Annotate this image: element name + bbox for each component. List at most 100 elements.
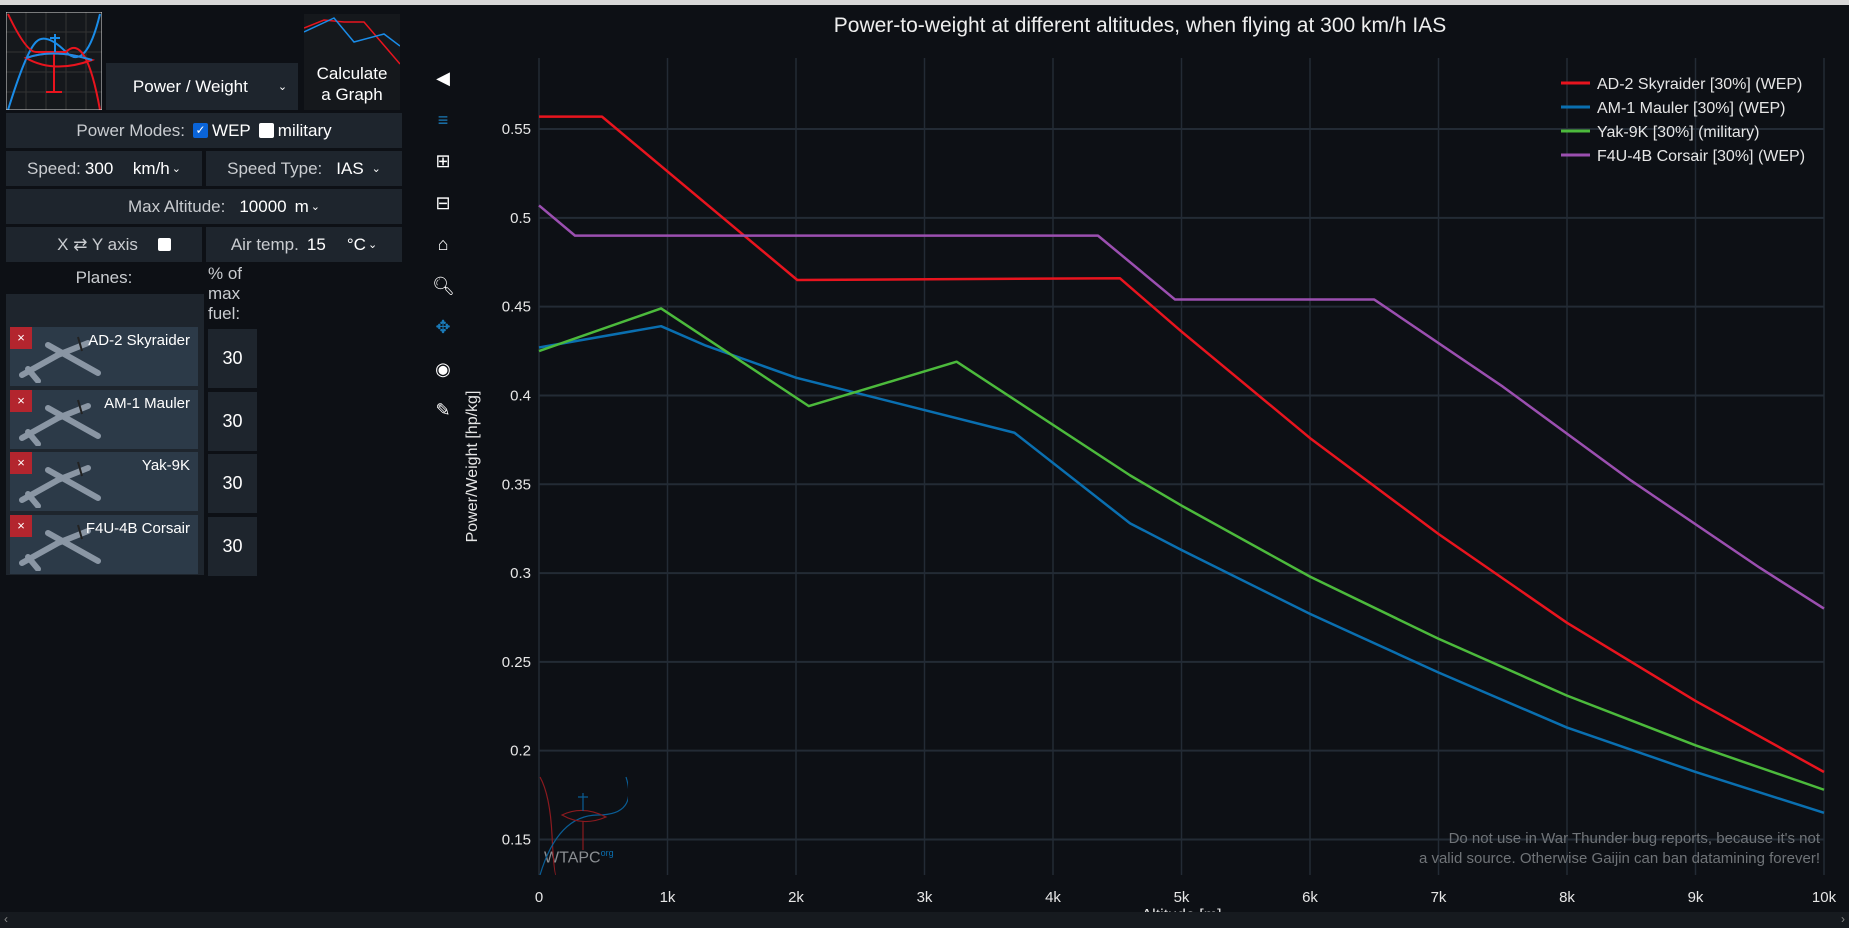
- scroll-left-icon[interactable]: ‹: [4, 912, 8, 926]
- pan-icon[interactable]: ✥: [435, 317, 451, 337]
- x-tick-label: 4k: [1045, 889, 1061, 906]
- zoom-in-icon[interactable]: ⊞: [435, 151, 451, 171]
- y-tick-label: 0.4: [510, 387, 531, 404]
- series-line: [538, 307, 1825, 791]
- series-line: [539, 115, 1825, 774]
- x-tick-label: 8k: [1559, 889, 1575, 906]
- power-modes-row: Power Modes: ✓ WEP military: [6, 113, 402, 148]
- max-altitude-input[interactable]: 10000: [239, 196, 287, 216]
- fuel-input[interactable]: 30: [208, 391, 257, 451]
- swap-axis-row: X ⇄ Y axis: [6, 227, 202, 262]
- plane-image-icon: [19, 336, 101, 383]
- scroll-right-icon[interactable]: ›: [1841, 912, 1845, 926]
- wtapc-watermark-logo: [539, 776, 628, 875]
- air-temp-label: Air temp.: [230, 234, 299, 254]
- temp-unit-select[interactable]: °C: [346, 234, 366, 254]
- x-tick-label: 9k: [1688, 889, 1704, 906]
- air-temp-input[interactable]: 15: [306, 234, 326, 254]
- plane-image-icon: [19, 399, 101, 446]
- speed-type-label: Speed Type:: [227, 158, 323, 178]
- x-tick-label: 1k: [660, 889, 676, 906]
- swap-axis-label: X ⇄ Y axis: [57, 234, 138, 254]
- fuel-input[interactable]: 30: [208, 454, 257, 513]
- chevron-down-icon: ⌄: [171, 163, 181, 175]
- max-altitude-row: Max Altitude: 10000 m ⌄: [6, 189, 402, 224]
- pencil-icon[interactable]: ✎: [435, 400, 451, 420]
- military-label: military: [277, 120, 332, 140]
- speed-type-select[interactable]: IAS: [336, 158, 364, 178]
- graph-thumbnail-icon: [304, 17, 400, 65]
- y-tick-label: 0.15: [502, 831, 531, 848]
- camera-icon[interactable]: ◉: [435, 358, 451, 379]
- x-tick-label: 6k: [1302, 889, 1318, 906]
- watermark-line-2: a valid source. Otherwise Gaijin can ban…: [1418, 850, 1820, 867]
- y-tick-label: 0.2: [510, 743, 531, 760]
- swap-axis-checkbox[interactable]: [157, 238, 171, 251]
- x-tick-label: 7k: [1431, 889, 1447, 906]
- x-tick-label: 3k: [917, 889, 933, 906]
- planes-label: Planes:: [75, 268, 133, 287]
- y-axis-title: Power/Weight [hp/kg]: [464, 391, 481, 543]
- calculate-graph-button[interactable]: Calculate a Graph: [304, 14, 400, 110]
- power-modes-label: Power Modes:: [76, 120, 186, 140]
- fuel-label: % of max fuel:: [208, 264, 243, 323]
- y-tick-label: 0.55: [502, 121, 531, 138]
- layers-icon[interactable]: ≡: [437, 109, 449, 130]
- y-tick-label: 0.25: [502, 654, 531, 671]
- legend-item: F4U-4B Corsair [30%] (WEP): [1597, 148, 1805, 165]
- military-checkbox[interactable]: [258, 123, 274, 138]
- speed-input[interactable]: 300: [84, 158, 114, 178]
- chevron-down-icon: ⌄: [367, 239, 378, 251]
- chevron-down-icon: ⌄: [371, 163, 381, 175]
- wtapc-logo-text: WTAPCorg: [544, 848, 614, 867]
- graph-type-select[interactable]: Power / Weight ⌄: [106, 63, 298, 110]
- app-logo[interactable]: [6, 12, 102, 110]
- speed-unit-select[interactable]: km/h: [132, 158, 170, 178]
- zoom-out-icon[interactable]: ⊟: [435, 192, 451, 213]
- chevron-down-icon: ⌄: [277, 81, 288, 93]
- air-temp-row: Air temp. 15 °C ⌄: [206, 227, 402, 262]
- series-line: [538, 324, 1825, 815]
- speed-label: Speed:: [27, 158, 81, 178]
- home-icon[interactable]: ⌂: [437, 234, 449, 254]
- wep-checkbox[interactable]: ✓: [193, 123, 209, 138]
- horizontal-scrollbar[interactable]: ‹ ›: [0, 912, 1849, 928]
- y-tick-label: 0.35: [502, 476, 531, 493]
- remove-plane-button[interactable]: ×: [10, 389, 32, 412]
- calculate-label: Calculate a Graph: [316, 64, 388, 104]
- plane-image-icon: [19, 524, 101, 571]
- wep-label: WEP: [212, 120, 251, 140]
- plane-item[interactable]: × Yak-9K: [10, 452, 198, 511]
- max-altitude-label: Max Altitude:: [128, 196, 226, 216]
- remove-plane-button[interactable]: ×: [10, 514, 32, 537]
- fuel-input[interactable]: 30: [208, 329, 257, 388]
- legend-item: AM-1 Mauler [30%] (WEP): [1597, 100, 1785, 117]
- plane-name: F4U-4B Corsair: [85, 519, 190, 537]
- plane-item[interactable]: × AM-1 Mauler: [10, 389, 198, 449]
- speed-row: Speed: 300 km/h ⌄: [6, 151, 202, 186]
- remove-plane-button[interactable]: ×: [10, 452, 32, 474]
- y-tick-label: 0.5: [510, 210, 531, 227]
- legend-item: AD-2 Skyraider [30%] (WEP): [1597, 76, 1802, 93]
- legend-item: Yak-9K [30%] (military): [1597, 124, 1759, 141]
- altitude-unit-select[interactable]: m: [294, 196, 309, 216]
- y-tick-label: 0.45: [502, 299, 531, 316]
- y-tick-label: 0.3: [510, 565, 531, 582]
- watermark-line-1: Do not use in War Thunder bug reports, b…: [1448, 830, 1820, 847]
- watermark-text: Do not use in War Thunder bug reports, b…: [1340, 829, 1820, 869]
- graph-type-value: Power / Weight: [132, 76, 248, 96]
- x-tick-label: 5k: [1174, 889, 1190, 906]
- browser-top-edge: [0, 0, 1849, 5]
- x-tick-label: 2k: [788, 889, 804, 906]
- fuel-input[interactable]: 30: [208, 516, 257, 576]
- x-tick-label: 0: [535, 889, 543, 906]
- zoom-box-icon[interactable]: 🔍︎: [432, 275, 455, 296]
- chevron-down-icon: ⌄: [310, 201, 320, 213]
- remove-plane-button[interactable]: ×: [10, 327, 32, 349]
- plane-item[interactable]: × AD-2 Skyraider: [10, 327, 198, 386]
- plane-item[interactable]: × F4U-4B Corsair: [10, 514, 198, 574]
- plane-name: Yak-9K: [141, 457, 190, 474]
- chart-title: Power-to-weight at different altitudes, …: [833, 14, 1447, 37]
- eraser-icon[interactable]: ◀: [436, 68, 450, 88]
